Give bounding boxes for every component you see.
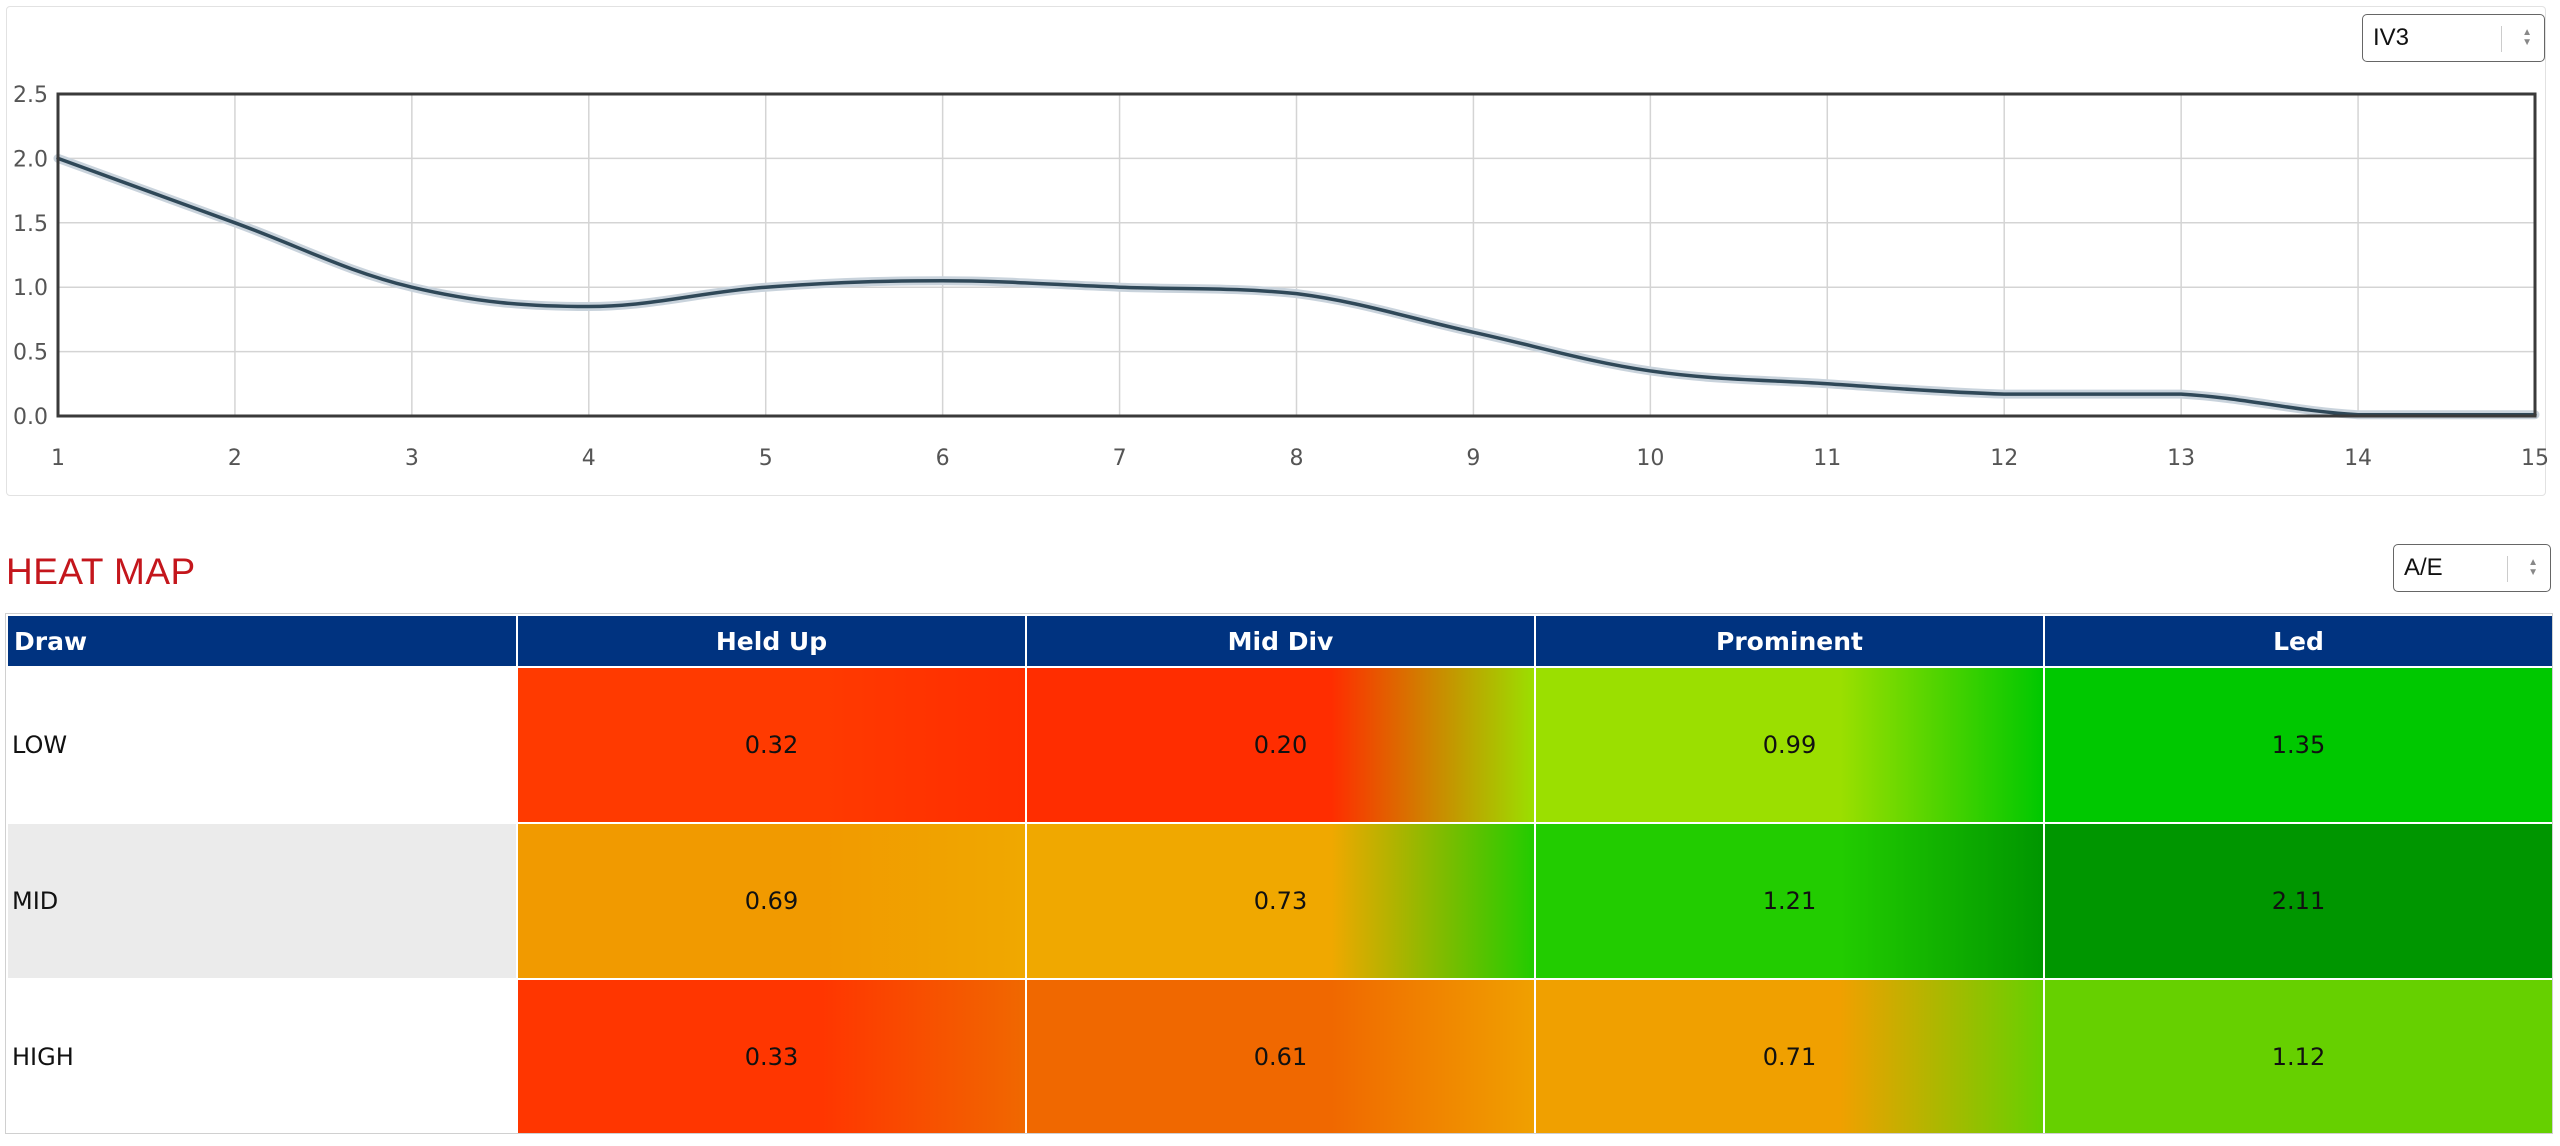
heat-cell: 1.35	[2043, 666, 2554, 824]
select-divider	[2501, 26, 2502, 52]
heat-cell: 0.20	[1025, 666, 1536, 824]
heat-cell: 1.12	[2043, 978, 2554, 1136]
heat-map-table: Draw Held Up Mid Div Prominent Led LOW 0…	[6, 614, 2554, 1136]
y-tick-label: 1.0	[13, 276, 48, 301]
column-header-draw: Draw	[6, 614, 518, 668]
chart-axis-labels: 1 2 3 4 5 6 7 8 9 10 11 12 13 14 150.00.51.01.52.02.5	[13, 83, 2549, 471]
x-tick-label: 3	[405, 446, 419, 471]
row-label: MID	[6, 822, 518, 980]
heat-map-row-mid: MID 0.69 0.73 1.21 2.11	[6, 822, 2554, 980]
series-select[interactable]: IV3 ▲ ▼	[2362, 14, 2545, 62]
heat-map-title: HEAT MAP	[6, 551, 196, 592]
x-tick-label: 4	[582, 446, 596, 471]
heat-cell: 0.71	[1534, 978, 2045, 1136]
x-tick-label: 12	[1990, 446, 2018, 471]
y-tick-label: 0.0	[13, 405, 48, 430]
x-tick-label: 5	[759, 446, 773, 471]
column-header-held-up: Held Up	[516, 614, 1027, 668]
line-chart: 1 2 3 4 5 6 7 8 9 10 11 12 13 14 150.00.51.01.52.02.5	[13, 83, 2549, 471]
chart-frame	[56, 92, 2537, 418]
metric-select[interactable]: A/E ▲ ▼	[2393, 544, 2551, 592]
column-header-mid-div: Mid Div	[1025, 614, 1536, 668]
heat-map-row-low: LOW 0.32 0.20 0.99 1.35	[6, 666, 2554, 824]
heat-cell: 0.32	[516, 666, 1027, 824]
heat-cell: 0.69	[516, 822, 1027, 980]
x-tick-label: 14	[2344, 446, 2372, 471]
row-label: LOW	[6, 666, 518, 824]
row-label: HIGH	[6, 978, 518, 1136]
x-tick-label: 6	[936, 446, 950, 471]
heat-cell: 0.73	[1025, 822, 1536, 980]
series-select-value: IV3	[2373, 24, 2410, 51]
x-tick-label: 11	[1813, 446, 1841, 471]
up-down-arrows-icon: ▲ ▼	[2522, 27, 2532, 48]
x-tick-label: 13	[2167, 446, 2195, 471]
up-down-arrows-icon: ▲ ▼	[2528, 557, 2538, 578]
line-chart-panel	[6, 6, 2546, 496]
column-header-prominent: Prominent	[1534, 614, 2045, 668]
metric-select-value: A/E	[2404, 554, 2443, 581]
heat-cell: 0.61	[1025, 978, 1536, 1136]
heat-map-header-row: Draw Held Up Mid Div Prominent Led	[6, 614, 2554, 668]
heat-cell: 1.21	[1534, 822, 2045, 980]
column-header-led: Led	[2043, 614, 2554, 668]
select-divider	[2507, 556, 2508, 582]
chart-series	[53, 153, 2540, 420]
y-tick-label: 0.5	[13, 341, 48, 366]
heat-cell: 0.99	[1534, 666, 2045, 824]
x-tick-label: 15	[2521, 446, 2549, 471]
plot-frame	[56, 92, 2537, 418]
heat-cell: 0.33	[516, 978, 1027, 1136]
x-tick-label: 7	[1113, 446, 1127, 471]
x-tick-label: 2	[228, 446, 242, 471]
x-tick-label: 10	[1636, 446, 1664, 471]
x-tick-label: 1	[51, 446, 65, 471]
y-tick-label: 1.5	[13, 212, 48, 237]
x-tick-label: 9	[1466, 446, 1480, 471]
series-line	[56, 156, 2537, 417]
y-tick-label: 2.0	[13, 147, 48, 172]
heat-cell: 2.11	[2043, 822, 2554, 980]
heat-map-row-high: HIGH 0.33 0.61 0.71 1.12	[6, 978, 2554, 1136]
y-tick-label: 2.5	[13, 83, 48, 108]
chart-grid	[57, 93, 2536, 417]
x-tick-label: 8	[1290, 446, 1304, 471]
